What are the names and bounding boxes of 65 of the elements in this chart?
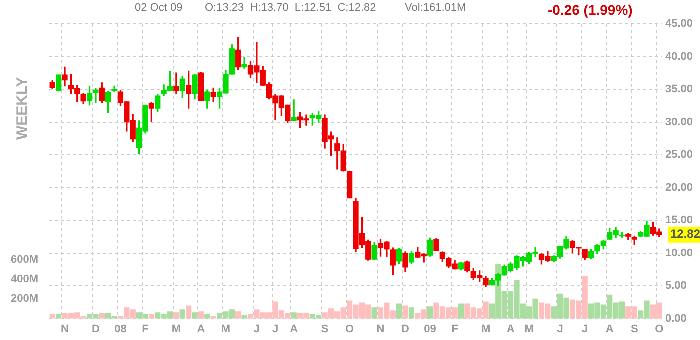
bar — [242, 316, 248, 319]
bar — [186, 306, 192, 319]
x-tick-label: M — [172, 323, 182, 336]
candlestick — [242, 57, 248, 69]
y2-tick-label: 600M — [10, 254, 39, 266]
text: 02 Oct 09 — [135, 2, 183, 14]
bar — [50, 314, 56, 319]
bar — [236, 312, 242, 319]
y2-tick-label: 200M — [10, 293, 39, 306]
x-tick-label: M — [221, 323, 231, 336]
y-tick-label: 40.00 — [665, 50, 694, 63]
bar — [148, 314, 155, 319]
y-tick-label: 45.00 — [665, 18, 694, 30]
x-tick-label: J — [272, 323, 279, 336]
x-tick-label: M — [481, 323, 491, 336]
x-tick-label: J — [557, 323, 564, 336]
bar — [174, 312, 180, 319]
x-tick-label: F — [452, 323, 459, 336]
x-tick-label: A — [606, 323, 614, 336]
x-tick-label: A — [290, 323, 298, 336]
x-tick-label: D — [92, 323, 100, 336]
x-tick-label: 09 — [424, 323, 436, 336]
text: WEEKLY — [14, 77, 31, 140]
bar — [396, 304, 402, 319]
y2-tick-label: 400M — [10, 274, 39, 286]
candlestick — [93, 88, 99, 103]
text: 12.82 — [670, 227, 700, 242]
x-tick-label: A — [506, 323, 515, 336]
bar — [180, 310, 186, 319]
bar — [372, 308, 378, 319]
bar — [291, 312, 297, 319]
bar — [427, 306, 434, 319]
x-tick-label: J — [254, 323, 260, 336]
x-tick-label: N — [376, 323, 385, 336]
y-tick-label: 5.00 — [665, 280, 687, 292]
y-tick-label: 15.00 — [665, 214, 694, 227]
x-tick-label: O — [655, 323, 664, 336]
x-tick-label: 08 — [114, 323, 127, 336]
x-tick-label: S — [321, 323, 329, 336]
x-tick-label: F — [142, 323, 150, 336]
bar — [402, 306, 408, 319]
y-tick-label: 10.00 — [665, 247, 694, 260]
x-tick-label: N — [61, 323, 70, 336]
x-tick-label: O — [346, 323, 355, 336]
y-tick-label: 25.00 — [665, 149, 694, 162]
y-tick-label: 35.00 — [665, 84, 694, 96]
y-tick-label: 20.00 — [665, 182, 694, 194]
text: -0.26 (1.99%) — [548, 2, 633, 18]
bar — [408, 308, 415, 319]
bar — [99, 314, 105, 319]
x-tick-label: S — [630, 323, 638, 336]
x-tick-label: D — [402, 323, 410, 336]
text: Vol:161.01M — [405, 2, 466, 14]
x-tick-label: J — [582, 323, 588, 336]
candlestick — [174, 72, 180, 94]
bar — [198, 312, 204, 319]
x-tick-label: M — [524, 323, 534, 336]
x-tick-label: A — [197, 323, 206, 336]
y-tick-label: 30.00 — [665, 116, 694, 128]
bar — [192, 312, 198, 319]
bar — [458, 304, 464, 319]
text: O:13.23 H:13.70 L:12.51 C:12.82 — [205, 2, 376, 14]
bar — [204, 314, 210, 319]
y-tick-label: 0.00 — [665, 312, 687, 325]
bar — [56, 314, 62, 319]
